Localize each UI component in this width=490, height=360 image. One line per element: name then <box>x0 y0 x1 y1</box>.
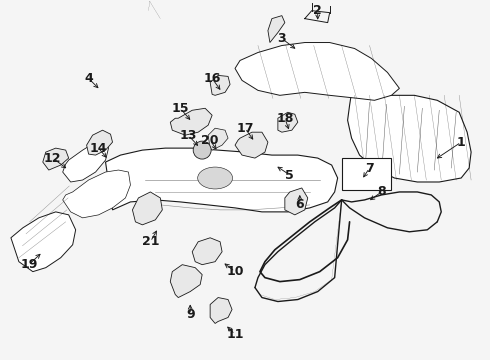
Polygon shape <box>192 238 222 265</box>
Text: 13: 13 <box>179 129 197 142</box>
Text: 6: 6 <box>295 198 304 211</box>
Text: 17: 17 <box>236 122 254 135</box>
Polygon shape <box>210 75 230 95</box>
Polygon shape <box>235 42 399 100</box>
Polygon shape <box>63 138 108 182</box>
Text: 14: 14 <box>90 141 107 155</box>
Polygon shape <box>235 132 268 158</box>
Polygon shape <box>210 298 232 323</box>
Polygon shape <box>285 188 308 215</box>
Text: 5: 5 <box>286 168 294 181</box>
Text: 19: 19 <box>20 258 38 271</box>
Polygon shape <box>278 112 298 132</box>
Polygon shape <box>171 108 212 135</box>
Polygon shape <box>87 130 113 155</box>
Polygon shape <box>347 92 471 182</box>
Polygon shape <box>268 15 285 42</box>
Text: 15: 15 <box>172 102 189 115</box>
Polygon shape <box>342 158 392 190</box>
Text: 8: 8 <box>377 185 386 198</box>
Polygon shape <box>132 192 162 225</box>
Circle shape <box>193 141 211 159</box>
Text: 1: 1 <box>457 136 465 149</box>
Text: 16: 16 <box>203 72 221 85</box>
Polygon shape <box>208 128 228 150</box>
Polygon shape <box>43 148 69 170</box>
Polygon shape <box>171 265 202 298</box>
Text: 2: 2 <box>313 4 322 17</box>
Text: 7: 7 <box>365 162 374 175</box>
Polygon shape <box>63 170 130 218</box>
Text: 20: 20 <box>201 134 219 147</box>
Text: 3: 3 <box>277 32 286 45</box>
Text: 11: 11 <box>226 328 244 341</box>
Polygon shape <box>11 212 75 272</box>
Polygon shape <box>105 148 338 212</box>
Text: 18: 18 <box>276 112 294 125</box>
Text: 21: 21 <box>142 235 159 248</box>
Text: 9: 9 <box>186 308 195 321</box>
Text: 12: 12 <box>44 152 61 165</box>
Ellipse shape <box>197 167 233 189</box>
Text: 4: 4 <box>84 72 93 85</box>
Text: 10: 10 <box>226 265 244 278</box>
